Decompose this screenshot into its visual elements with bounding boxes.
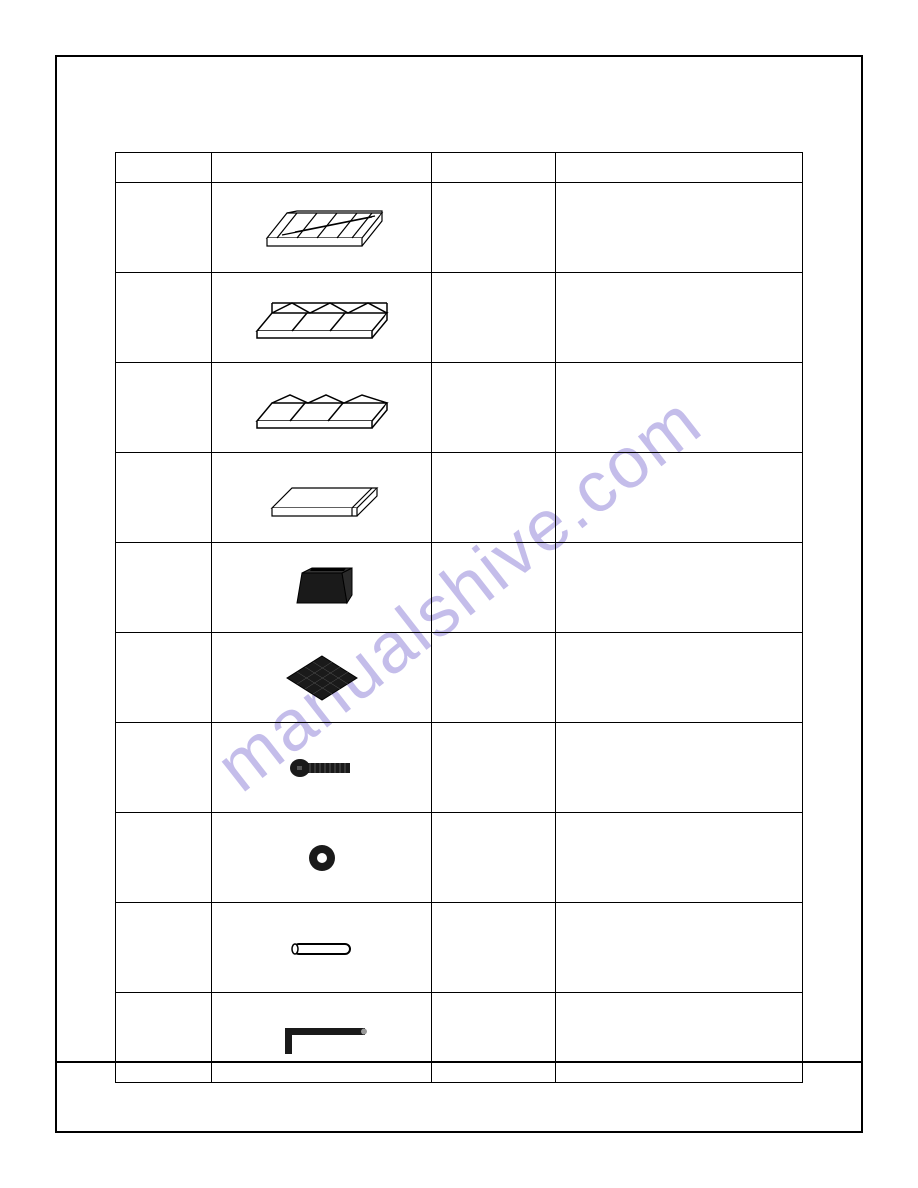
flat-panel-icon: [252, 468, 392, 528]
fire-basket-icon: [282, 553, 362, 623]
part-image-cell: [212, 813, 432, 903]
header-col-3: [432, 153, 556, 183]
part-image-cell: [212, 453, 432, 543]
qty-cell: [432, 273, 556, 363]
part-code-cell: [116, 183, 212, 273]
table-row: [116, 273, 803, 363]
part-code-cell: [116, 273, 212, 363]
header-col-2: [212, 153, 432, 183]
table-row: [116, 903, 803, 993]
part-code-cell: [116, 363, 212, 453]
table-row: [116, 183, 803, 273]
desc-cell: [555, 633, 802, 723]
qty-cell: [432, 813, 556, 903]
truss-b-icon: [242, 373, 402, 443]
truss-a-icon: [242, 283, 402, 353]
part-code-cell: [116, 543, 212, 633]
desc-cell: [555, 543, 802, 633]
part-image-cell: [212, 363, 432, 453]
allen-key-icon: [267, 1018, 377, 1058]
part-image-cell: [212, 903, 432, 993]
desc-cell: [555, 363, 802, 453]
table-row: [116, 633, 803, 723]
footer-bar: [57, 1061, 861, 1131]
table-row: [116, 453, 803, 543]
qty-cell: [432, 903, 556, 993]
desc-cell: [555, 453, 802, 543]
qty-cell: [432, 723, 556, 813]
part-code-cell: [116, 633, 212, 723]
qty-cell: [432, 183, 556, 273]
qty-cell: [432, 543, 556, 633]
desc-cell: [555, 903, 802, 993]
desc-cell: [555, 723, 802, 813]
table-row: [116, 543, 803, 633]
wooden-pallet-icon: [247, 188, 397, 268]
table-header-row: [116, 153, 803, 183]
part-code-cell: [116, 903, 212, 993]
washer-icon: [302, 838, 342, 878]
dowel-pin-icon: [282, 936, 362, 960]
header-col-4: [555, 153, 802, 183]
part-code-cell: [116, 813, 212, 903]
part-image-cell: [212, 723, 432, 813]
mesh-plate-icon: [277, 648, 367, 708]
part-image-cell: [212, 183, 432, 273]
parts-list-table: [115, 152, 803, 1083]
part-image-cell: [212, 543, 432, 633]
page-frame: manualshive.com: [55, 55, 863, 1133]
desc-cell: [555, 813, 802, 903]
desc-cell: [555, 273, 802, 363]
qty-cell: [432, 633, 556, 723]
table-row: [116, 813, 803, 903]
table-row: [116, 363, 803, 453]
qty-cell: [432, 453, 556, 543]
part-code-cell: [116, 723, 212, 813]
desc-cell: [555, 183, 802, 273]
part-image-cell: [212, 633, 432, 723]
table-row: [116, 723, 803, 813]
header-col-1: [116, 153, 212, 183]
part-image-cell: [212, 273, 432, 363]
bolt-icon: [282, 753, 362, 783]
qty-cell: [432, 363, 556, 453]
part-code-cell: [116, 453, 212, 543]
